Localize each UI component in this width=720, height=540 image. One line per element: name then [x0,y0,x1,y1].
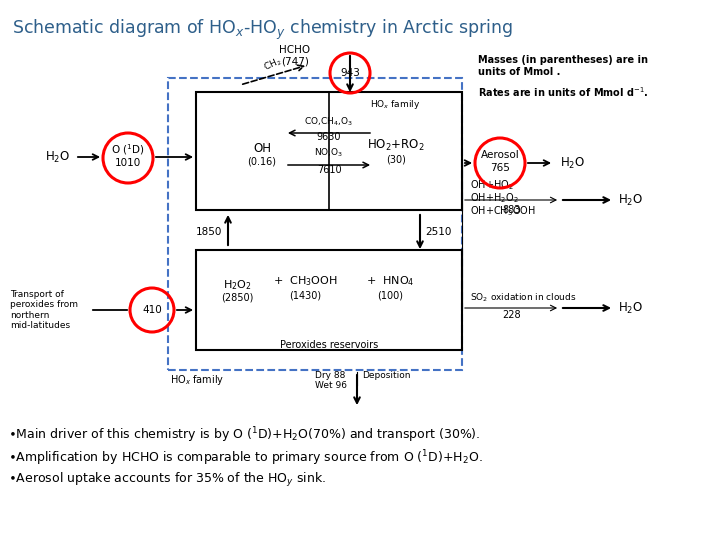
Text: H$_2$O$_2$: H$_2$O$_2$ [222,278,251,292]
Text: HO$_x$ family: HO$_x$ family [170,373,225,387]
Text: 9630: 9630 [317,132,341,142]
Text: Rates are in units of Mmol d$^{-1}$.: Rates are in units of Mmol d$^{-1}$. [478,85,649,99]
Text: OH+CH$_3$OOH: OH+CH$_3$OOH [470,204,536,218]
Bar [196,250,462,350]
Text: Dry 88: Dry 88 [315,370,346,380]
Text: H$_2$O: H$_2$O [560,156,585,171]
Text: OH: OH [253,141,271,154]
Text: Deposition: Deposition [362,370,410,380]
Text: (1430): (1430) [289,290,321,300]
Text: (2850): (2850) [221,293,253,303]
Text: HCHO: HCHO [279,45,310,55]
Text: 883: 883 [503,205,521,215]
Text: (30): (30) [386,155,406,165]
Text: OH+HO$_2$: OH+HO$_2$ [470,178,514,192]
Text: Masses (in parentheses) are in
units of Mmol .: Masses (in parentheses) are in units of … [478,55,648,77]
Text: 1010: 1010 [115,158,141,168]
Text: $\bullet$Main driver of this chemistry is by O ($^1$D)+H$_2$O(70%) and transport: $\bullet$Main driver of this chemistry i… [8,425,480,444]
Text: Aerosol: Aerosol [481,150,519,160]
Text: Schematic diagram of HO$_x$-HO$_y$ chemistry in Arctic spring: Schematic diagram of HO$_x$-HO$_y$ chemi… [12,18,513,42]
Text: HO$_x$ family: HO$_x$ family [370,98,420,111]
Text: SO$_2$ oxidation in clouds: SO$_2$ oxidation in clouds [470,292,576,304]
Text: H$_2$O: H$_2$O [618,192,643,207]
Text: 765: 765 [490,163,510,173]
Text: 1850: 1850 [196,227,222,237]
Text: (100): (100) [377,290,403,300]
Text: (0.16): (0.16) [248,157,276,167]
Bar [196,92,462,210]
Text: CH$_2$: CH$_2$ [262,55,284,75]
Text: 943: 943 [340,68,360,78]
Text: 228: 228 [503,310,521,320]
Text: 2510: 2510 [425,227,451,237]
Text: 7610: 7610 [317,165,341,175]
Text: H$_2$O: H$_2$O [618,300,643,315]
Text: 410: 410 [142,305,162,315]
Text: O ($^1$D): O ($^1$D) [111,143,145,157]
Text: (747): (747) [281,57,309,67]
Text: OH+H$_2$O$_2$: OH+H$_2$O$_2$ [470,191,518,205]
Text: +  CH$_3$OOH: + CH$_3$OOH [273,274,338,288]
Text: Peroxides reservoirs: Peroxides reservoirs [280,340,378,350]
Text: CO,CH$_4$,O$_3$: CO,CH$_4$,O$_3$ [305,116,354,128]
Text: Transport of
peroxides from
northern
mid-latitudes: Transport of peroxides from northern mid… [10,290,78,330]
Text: HO$_2$+RO$_2$: HO$_2$+RO$_2$ [367,138,425,152]
Text: +  HNO$_4$: + HNO$_4$ [366,274,414,288]
Text: $\bullet$Aerosol uptake accounts for 35% of the HO$_y$ sink.: $\bullet$Aerosol uptake accounts for 35%… [8,471,326,489]
Text: Wet 96: Wet 96 [315,381,347,390]
Text: H$_2$O: H$_2$O [45,150,71,165]
Text: $\bullet$Amplification by HCHO is comparable to primary source from O ($^1$D)+H$: $\bullet$Amplification by HCHO is compar… [8,448,482,468]
Text: NO,O$_3$: NO,O$_3$ [315,147,343,159]
